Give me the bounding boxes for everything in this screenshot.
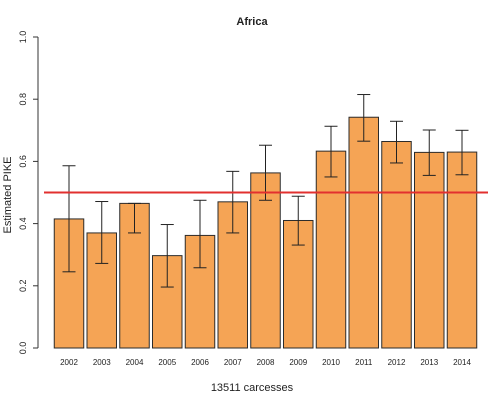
y-axis-title: Estimated PIKE bbox=[2, 156, 14, 233]
x-tick-label: 2005 bbox=[158, 358, 176, 367]
x-tick-label: 2013 bbox=[420, 358, 438, 367]
x-tick-label: 2008 bbox=[257, 358, 275, 367]
bar bbox=[381, 140, 412, 349]
x-tick-label: 2011 bbox=[355, 358, 373, 367]
x-tick-label: 2004 bbox=[126, 358, 144, 367]
bar bbox=[250, 172, 281, 349]
bar bbox=[315, 150, 347, 349]
x-tick-label: 2006 bbox=[191, 358, 209, 367]
chart-title: Africa bbox=[236, 16, 268, 28]
y-tick-label: 0.4 bbox=[18, 217, 28, 230]
bar bbox=[414, 151, 445, 349]
y-tick-label: 1.0 bbox=[18, 31, 28, 44]
x-axis-title: 13511 carcesses bbox=[211, 382, 294, 394]
y-tick-label: 0.2 bbox=[18, 280, 28, 293]
x-tick-label: 2014 bbox=[453, 358, 471, 367]
y-tick-label: 0.6 bbox=[18, 155, 28, 168]
bar bbox=[348, 116, 379, 349]
x-tick-label: 2010 bbox=[322, 358, 340, 367]
x-axis-labels: 2002 2003 2004 2005 2006 2007 2008 2009 2010 2011… bbox=[60, 358, 471, 367]
plot-area bbox=[44, 94, 488, 349]
bar bbox=[446, 151, 478, 349]
y-tick-label: 0.0 bbox=[18, 342, 28, 355]
y-axis: 0.0 0.2 0.4 0.6 0.8 1.0 bbox=[18, 31, 39, 355]
x-tick-label: 2009 bbox=[289, 358, 307, 367]
x-tick-label: 2003 bbox=[93, 358, 111, 367]
x-tick-label: 2007 bbox=[224, 358, 242, 367]
y-tick-label: 0.8 bbox=[18, 93, 28, 106]
x-tick-label: 2002 bbox=[60, 358, 78, 367]
x-tick-label: 2012 bbox=[388, 358, 406, 367]
